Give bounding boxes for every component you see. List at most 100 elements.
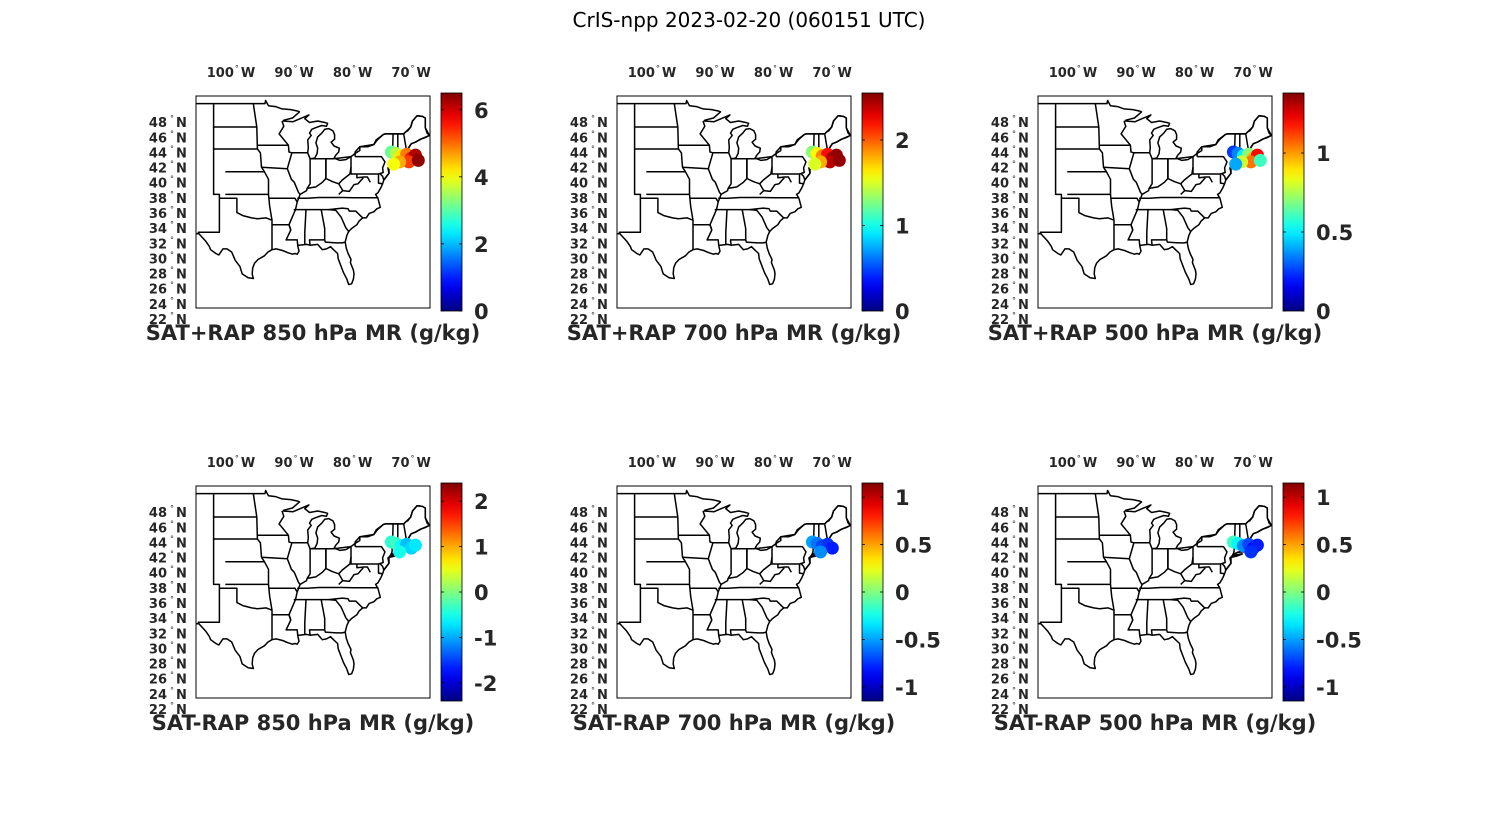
svg-text:90: 90: [1116, 66, 1134, 81]
svg-text:80: 80: [1175, 456, 1193, 471]
lat-tick-label: 22 ° N: [149, 701, 187, 718]
svg-text:N: N: [597, 116, 608, 131]
state-border: [744, 629, 767, 634]
svg-text:°: °: [773, 64, 777, 73]
colorbar-tick-label: -0.5: [895, 628, 941, 652]
lat-tick-label: 30 ° N: [149, 640, 187, 657]
state-border: [763, 567, 785, 583]
svg-text:°: °: [591, 595, 595, 604]
svg-text:°: °: [1012, 281, 1016, 290]
state-border: [333, 155, 352, 160]
svg-text:°: °: [591, 114, 595, 123]
svg-text:°: °: [591, 580, 595, 589]
colorbar: 0 1 2: [861, 92, 910, 324]
svg-text:24: 24: [991, 298, 1009, 313]
state-border: [1170, 598, 1192, 622]
svg-text:N: N: [1018, 237, 1029, 252]
svg-text:°: °: [1012, 311, 1016, 320]
state-border: [1110, 587, 1140, 593]
svg-text:N: N: [176, 506, 187, 521]
state-border: [1165, 239, 1188, 244]
state-border: [407, 134, 430, 149]
svg-text:N: N: [597, 582, 608, 597]
obs-point: [393, 545, 407, 559]
svg-text:N: N: [597, 688, 608, 703]
svg-text:22: 22: [570, 313, 588, 328]
panel-sat-rap-sum-500: 100 ° W 90 ° W 80 ° W 70 ° W48 ° N46 ° N44 ° N42 ° N40 ° N38 °…: [988, 64, 1353, 345]
svg-text:°: °: [591, 205, 595, 214]
svg-text:42: 42: [570, 552, 588, 567]
state-border: [272, 223, 299, 246]
obs-point: [1253, 153, 1267, 167]
lat-tick-label: 44 ° N: [570, 144, 608, 161]
svg-text:°: °: [1194, 64, 1198, 73]
lat-tick-label: 44 ° N: [570, 534, 608, 551]
panel-title: SAT+RAP 700 hPa MR (g/kg): [567, 321, 901, 345]
svg-text:N: N: [1018, 612, 1029, 627]
lat-tick-label: 26 ° N: [991, 281, 1029, 298]
lon-tick-label: 90 ° W: [1116, 64, 1155, 81]
lon-tick-label: 100 ° W: [207, 64, 255, 81]
svg-text:N: N: [597, 597, 608, 612]
svg-text:°: °: [170, 701, 174, 710]
svg-text:N: N: [176, 177, 187, 192]
svg-text:°: °: [1012, 625, 1016, 634]
svg-text:100: 100: [628, 66, 655, 81]
svg-text:24: 24: [149, 298, 167, 313]
figure-title: CrIS-npp 2023-02-20 (060151 UTC): [573, 8, 926, 32]
svg-text:48: 48: [991, 506, 1009, 521]
lat-tick-label: 42 ° N: [149, 160, 187, 177]
svg-text:46: 46: [570, 521, 588, 536]
state-border: [693, 223, 720, 246]
state-border: [1249, 524, 1272, 539]
svg-text:100: 100: [1049, 66, 1076, 81]
state-border: [689, 587, 719, 593]
svg-text:70: 70: [812, 456, 830, 471]
lon-tick-label: 90 ° W: [274, 64, 313, 81]
svg-text:W: W: [838, 66, 852, 81]
svg-text:°: °: [591, 686, 595, 695]
state-border: [1103, 166, 1130, 170]
state-border: [759, 167, 773, 185]
state-border: [333, 545, 352, 550]
svg-text:°: °: [591, 160, 595, 169]
svg-text:32: 32: [570, 237, 588, 252]
panel-title: SAT-RAP 500 hPa MR (g/kg): [994, 711, 1317, 735]
svg-text:°: °: [170, 625, 174, 634]
svg-text:N: N: [1018, 597, 1029, 612]
lon-tick-label: 80 ° W: [333, 64, 372, 81]
svg-text:°: °: [1012, 266, 1016, 275]
map-axes-frame: [195, 95, 431, 309]
lat-tick-label: 38 ° N: [991, 190, 1029, 207]
lat-tick-label: 38 ° N: [149, 580, 187, 597]
svg-text:°: °: [170, 281, 174, 290]
svg-text:°: °: [170, 266, 174, 275]
svg-text:100: 100: [207, 456, 234, 471]
svg-text:44: 44: [991, 536, 1009, 551]
state-border: [1110, 197, 1140, 203]
svg-text:°: °: [591, 190, 595, 199]
state-border: [1198, 174, 1213, 183]
state-border: [377, 564, 383, 575]
svg-text:°: °: [832, 64, 836, 73]
svg-text:34: 34: [991, 612, 1009, 627]
state-border: [689, 197, 719, 203]
svg-text:°: °: [1194, 454, 1198, 463]
svg-text:38: 38: [149, 192, 167, 207]
svg-text:26: 26: [149, 673, 167, 688]
svg-text:°: °: [1253, 454, 1257, 463]
svg-text:W: W: [417, 66, 431, 81]
lat-tick-label: 48 ° N: [149, 504, 187, 521]
svg-text:N: N: [176, 116, 187, 131]
state-border: [304, 209, 307, 245]
svg-text:W: W: [662, 456, 676, 471]
lat-tick-label: 48 ° N: [570, 114, 608, 131]
svg-text:°: °: [1012, 640, 1016, 649]
state-border: [618, 493, 642, 625]
svg-text:°: °: [1012, 250, 1016, 259]
svg-text:°: °: [170, 311, 174, 320]
lat-tick-label: 42 ° N: [991, 550, 1029, 567]
svg-text:28: 28: [991, 658, 1009, 673]
svg-text:80: 80: [1175, 66, 1193, 81]
svg-text:N: N: [176, 627, 187, 642]
